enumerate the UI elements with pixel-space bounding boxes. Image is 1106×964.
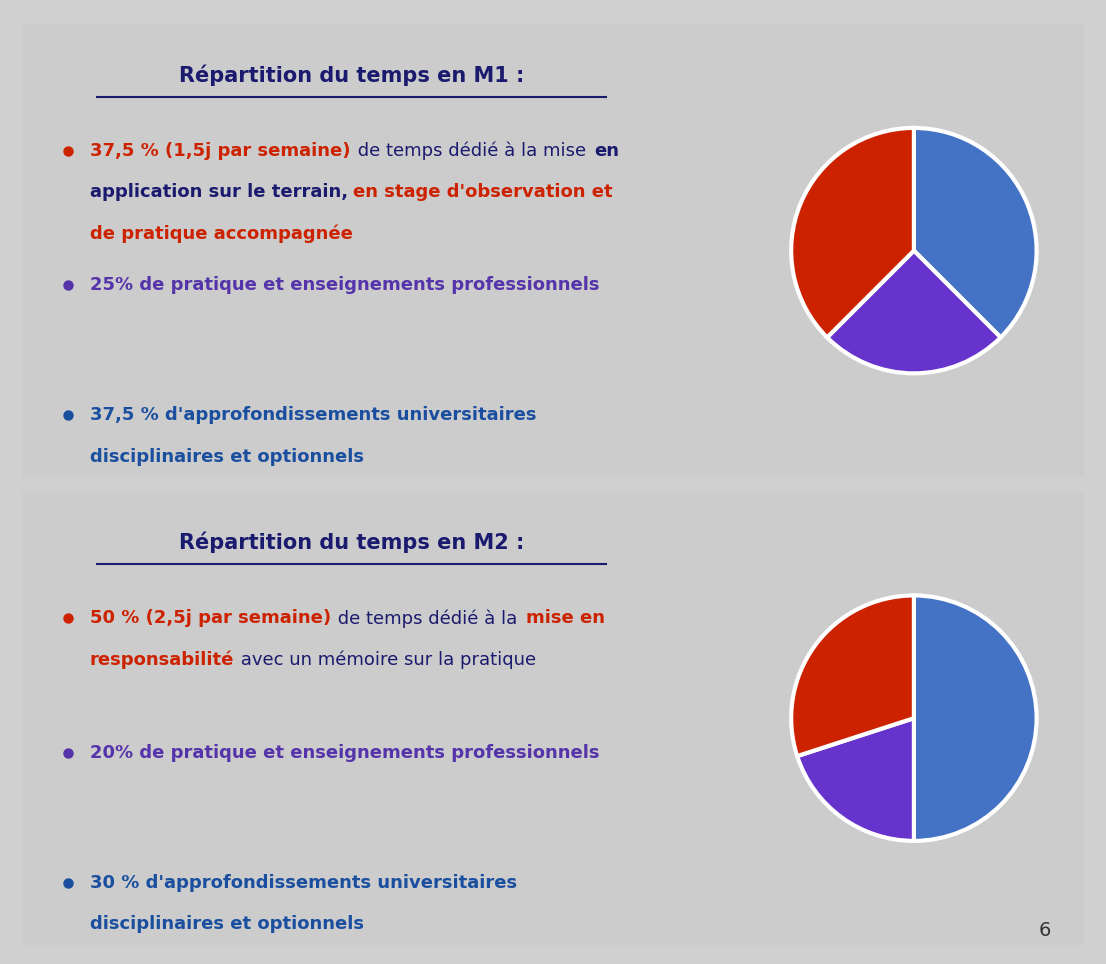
Text: de temps dédié à la mise: de temps dédié à la mise	[352, 142, 592, 160]
Text: 37,5 % d'approfondissements universitaires: 37,5 % d'approfondissements universitair…	[90, 407, 536, 424]
Text: responsabilité: responsabilité	[90, 651, 234, 669]
Text: Répartition du temps en M1 :: Répartition du temps en M1 :	[179, 64, 524, 86]
Text: de temps dédié à la: de temps dédié à la	[332, 609, 523, 628]
Text: 50 % (2,5j par semaine): 50 % (2,5j par semaine)	[90, 609, 331, 628]
Text: en: en	[594, 142, 619, 160]
Text: avec un mémoire sur la pratique: avec un mémoire sur la pratique	[236, 651, 536, 669]
Text: disciplinaires et optionnels: disciplinaires et optionnels	[90, 447, 364, 466]
Wedge shape	[914, 128, 1036, 337]
Text: 25% de pratique et enseignements professionnels: 25% de pratique et enseignements profess…	[90, 277, 599, 294]
Wedge shape	[791, 128, 914, 337]
Wedge shape	[797, 718, 914, 841]
Text: 6: 6	[1039, 921, 1051, 940]
Text: 30 % d'approfondissements universitaires: 30 % d'approfondissements universitaires	[90, 874, 517, 892]
Text: Répartition du temps en M2 :: Répartition du temps en M2 :	[179, 532, 524, 553]
Text: application sur le terrain,: application sur le terrain,	[90, 183, 347, 201]
Wedge shape	[914, 596, 1036, 841]
Text: en stage d'observation et: en stage d'observation et	[353, 183, 613, 201]
Wedge shape	[827, 251, 1001, 373]
Text: mise en: mise en	[526, 609, 605, 628]
Text: 37,5 % (1,5j par semaine): 37,5 % (1,5j par semaine)	[90, 142, 351, 160]
Wedge shape	[791, 596, 914, 756]
Text: disciplinaires et optionnels: disciplinaires et optionnels	[90, 915, 364, 933]
Text: de pratique accompagnée: de pratique accompagnée	[90, 224, 353, 243]
Text: 20% de pratique et enseignements professionnels: 20% de pratique et enseignements profess…	[90, 744, 599, 762]
